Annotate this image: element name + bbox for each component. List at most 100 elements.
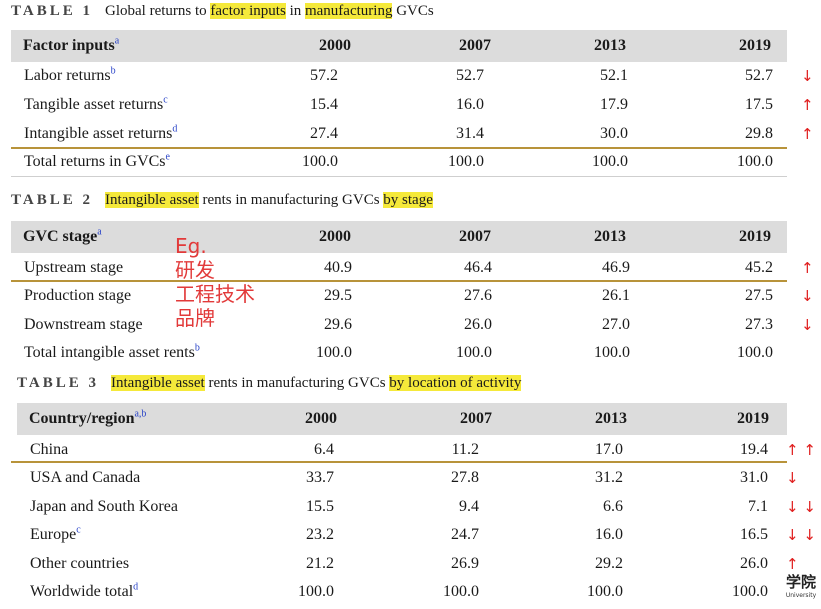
table2-year: 2019 bbox=[739, 228, 771, 245]
row-label: Downstream stage bbox=[24, 316, 143, 333]
row-value: 100.0 bbox=[732, 583, 768, 600]
row-label: USA and Canada bbox=[30, 469, 141, 486]
trend-arrow-icon: ↑ bbox=[786, 555, 799, 573]
table-row: Upstream stage 40.9 46.4 46.9 45.2 ↑ bbox=[0, 254, 821, 282]
row-label: Other countries bbox=[30, 555, 130, 572]
row-value: 7.1 bbox=[748, 498, 768, 515]
table-row: Total intangible asset rentsb 100.0 100.0 1… bbox=[0, 339, 821, 367]
table1-year: 2013 bbox=[594, 37, 626, 54]
annotation-note: Eg. 研发 工程技术 品牌 bbox=[175, 234, 255, 330]
table-row: Production stage 29.5 27.6 26.1 27.5 ↓ bbox=[0, 282, 821, 310]
row-value: 31.0 bbox=[740, 469, 768, 486]
row-value: 100.0 bbox=[737, 344, 773, 361]
table1-bottom-rule bbox=[11, 176, 787, 177]
row-value: 15.4 bbox=[310, 96, 338, 113]
row-value: 16.5 bbox=[740, 526, 768, 543]
row-value: 100.0 bbox=[594, 344, 630, 361]
table1-title-highlight: manufacturing bbox=[304, 3, 393, 19]
row-value: 52.7 bbox=[745, 67, 773, 84]
row-value: 52.1 bbox=[600, 67, 628, 84]
row-value: 27.4 bbox=[310, 125, 338, 142]
table-row: Worldwide totald 100.0 100.0 100.0 100.0 bbox=[0, 578, 821, 606]
row-value: 6.4 bbox=[314, 441, 334, 458]
table2-title: TABLE 2 Intangible asset rents in manufac… bbox=[11, 192, 433, 209]
table3-year: 2013 bbox=[595, 410, 627, 427]
row-value: 30.0 bbox=[600, 125, 628, 142]
row-value: 27.8 bbox=[451, 469, 479, 486]
row-value: 52.7 bbox=[456, 67, 484, 84]
table-row: Intangible asset returnsd 27.4 31.4 30.0 29.… bbox=[0, 120, 821, 148]
table3-number: TABLE 3 bbox=[17, 375, 99, 391]
table2-title-highlight: by stage bbox=[383, 192, 433, 208]
trend-arrow-icon: ↑ bbox=[801, 125, 814, 143]
row-value: 100.0 bbox=[737, 153, 773, 170]
row-label: Labor returnsb bbox=[24, 65, 116, 84]
trend-arrow-icon: ↓ ↓ bbox=[786, 526, 816, 544]
row-value: 6.6 bbox=[603, 498, 623, 515]
row-label: Japan and South Korea bbox=[30, 498, 178, 515]
row-value: 46.4 bbox=[464, 259, 492, 276]
row-value: 26.9 bbox=[451, 555, 479, 572]
table1-title-text: Global returns to bbox=[105, 3, 211, 19]
table2-year: 2000 bbox=[319, 228, 351, 245]
trend-arrow-icon: ↓ bbox=[786, 469, 799, 487]
table1-number: TABLE 1 bbox=[11, 3, 93, 19]
trend-arrow-icon: ↑ bbox=[801, 96, 814, 114]
table3-year: 2000 bbox=[305, 410, 337, 427]
trend-arrow-icon: ↑ ↑ bbox=[786, 441, 816, 459]
row-value: 100.0 bbox=[592, 153, 628, 170]
row-value: 31.2 bbox=[595, 469, 623, 486]
row-value: 40.9 bbox=[324, 259, 352, 276]
table2-header-label: GVC stagea bbox=[23, 226, 102, 245]
table3-rule bbox=[11, 461, 787, 463]
row-value: 26.1 bbox=[602, 287, 630, 304]
table1-year: 2019 bbox=[739, 37, 771, 54]
row-label: Worldwide totald bbox=[30, 581, 139, 600]
row-label: China bbox=[30, 441, 69, 458]
table1-header: Factor inputsa 2000 2007 2013 2019 bbox=[11, 30, 787, 62]
table3-title-highlight: by location of activity bbox=[389, 375, 522, 391]
annotation-line: 研发 bbox=[175, 258, 215, 282]
annotation-line: Eg. bbox=[175, 234, 207, 258]
table1-rule bbox=[11, 147, 787, 149]
table-row: Total returns in GVCse 100.0 100.0 100.0 100… bbox=[0, 148, 821, 176]
row-label: Upstream stage bbox=[24, 259, 124, 276]
row-value: 27.5 bbox=[745, 287, 773, 304]
row-value: 21.2 bbox=[306, 555, 334, 572]
row-value: 9.4 bbox=[459, 498, 479, 515]
row-label: Total returns in GVCse bbox=[24, 151, 170, 170]
row-value: 17.0 bbox=[595, 441, 623, 458]
table-row: Japan and South Korea 15.5 9.4 6.6 7.1 ↓ ↓ bbox=[0, 493, 821, 521]
row-value: 100.0 bbox=[316, 344, 352, 361]
table1-header-label: Factor inputsa bbox=[23, 35, 120, 54]
row-value: 16.0 bbox=[595, 526, 623, 543]
table1-title-text: in bbox=[285, 3, 305, 19]
watermark-logo-text: 学院 bbox=[785, 573, 816, 591]
row-label: Tangible asset returnsc bbox=[24, 94, 168, 113]
row-value: 17.5 bbox=[745, 96, 773, 113]
table1-title-highlight: factor inputs bbox=[210, 3, 286, 19]
row-value: 100.0 bbox=[448, 153, 484, 170]
table2-title-highlight: Intangible asset bbox=[105, 192, 199, 208]
row-value: 27.0 bbox=[602, 316, 630, 333]
table2-year: 2007 bbox=[459, 228, 491, 245]
table3-title-text: rents in manufacturing GVCs bbox=[204, 375, 390, 391]
row-value: 100.0 bbox=[456, 344, 492, 361]
watermark-caption: University bbox=[785, 592, 817, 599]
table-row: Labor returnsb 57.2 52.7 52.1 52.7 ↓ bbox=[0, 62, 821, 90]
row-value: 29.2 bbox=[595, 555, 623, 572]
row-value: 100.0 bbox=[587, 583, 623, 600]
table2-header: GVC stagea 2000 2007 2013 2019 bbox=[11, 221, 787, 253]
table-row: Europec 23.2 24.7 16.0 16.5 ↓ ↓ bbox=[0, 521, 821, 549]
row-value: 33.7 bbox=[306, 469, 334, 486]
row-value: 23.2 bbox=[306, 526, 334, 543]
row-value: 29.5 bbox=[324, 287, 352, 304]
row-value: 100.0 bbox=[302, 153, 338, 170]
trend-arrow-icon: ↓ bbox=[801, 316, 814, 334]
row-value: 45.2 bbox=[745, 259, 773, 276]
table2-year: 2013 bbox=[594, 228, 626, 245]
row-label: Production stage bbox=[24, 287, 132, 304]
row-value: 17.9 bbox=[600, 96, 628, 113]
row-value: 27.6 bbox=[464, 287, 492, 304]
row-value: 11.2 bbox=[451, 441, 479, 458]
